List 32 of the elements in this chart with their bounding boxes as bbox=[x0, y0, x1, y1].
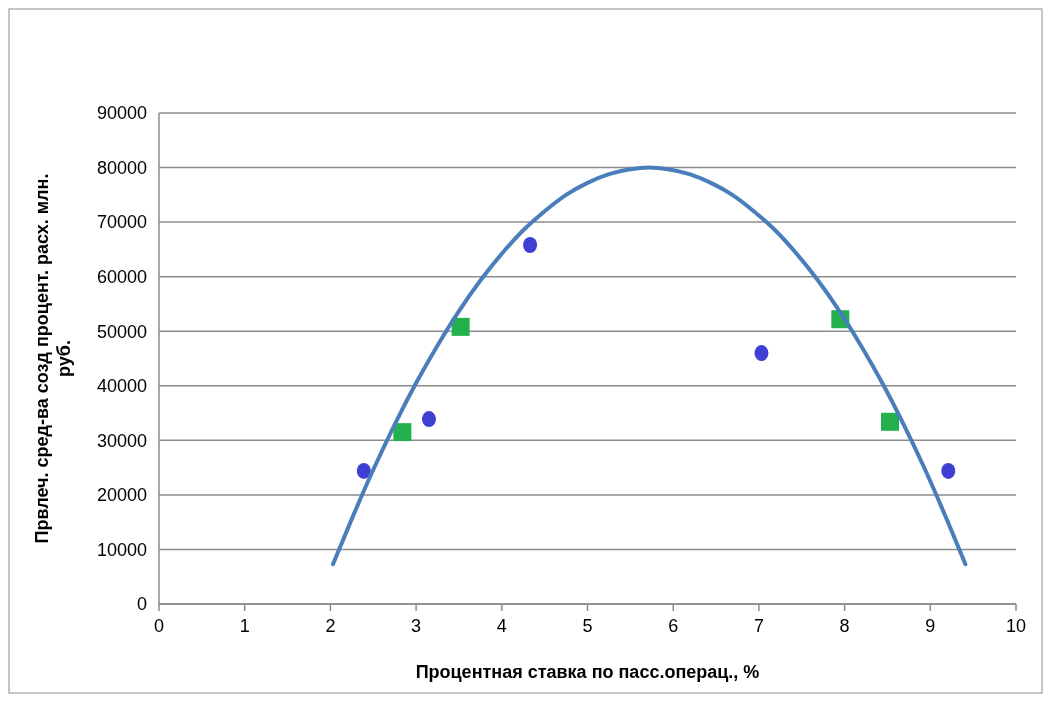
y-tick-label: 70000 bbox=[96, 212, 147, 233]
point bbox=[356, 462, 371, 479]
x-tick-label: 4 bbox=[496, 616, 507, 636]
x-tick-label: 1 bbox=[239, 616, 250, 636]
x-tick-label: 6 bbox=[668, 616, 679, 636]
x-tick-label: 0 bbox=[153, 616, 165, 636]
x-tick-label: 10 bbox=[1005, 616, 1027, 636]
y-tick-label: 50000 bbox=[96, 321, 147, 342]
y-tick-label: 10000 bbox=[96, 539, 147, 560]
x-tick-label: 9 bbox=[925, 616, 936, 636]
point bbox=[421, 411, 436, 428]
x-tick-label: 7 bbox=[753, 616, 764, 636]
y-tick-label: 80000 bbox=[96, 157, 147, 178]
x-tick-label: 2 bbox=[325, 616, 336, 636]
y-tick-label: 0 bbox=[136, 594, 147, 615]
point bbox=[451, 317, 470, 336]
point bbox=[941, 462, 956, 479]
point bbox=[881, 412, 900, 431]
x-axis-title: Процентная ставка по пасс.операц., % bbox=[415, 662, 760, 682]
y-axis-title: Првлеч. сред-ва созд процент. расх. млн. руб. bbox=[32, 173, 74, 544]
point bbox=[754, 345, 769, 362]
y-tick-label: 90000 bbox=[96, 103, 147, 124]
y-tick-label: 30000 bbox=[96, 430, 147, 451]
x-tick-label: 5 bbox=[582, 616, 593, 636]
x-tick-label: 8 bbox=[839, 616, 850, 636]
line-series bbox=[330, 165, 968, 567]
y-tick-label: 20000 bbox=[96, 485, 147, 506]
x-tick-label: 3 bbox=[411, 616, 422, 636]
y-tick-label: 60000 bbox=[96, 266, 147, 287]
point bbox=[523, 237, 538, 254]
point bbox=[393, 423, 412, 442]
y-tick-label: 40000 bbox=[96, 376, 147, 397]
